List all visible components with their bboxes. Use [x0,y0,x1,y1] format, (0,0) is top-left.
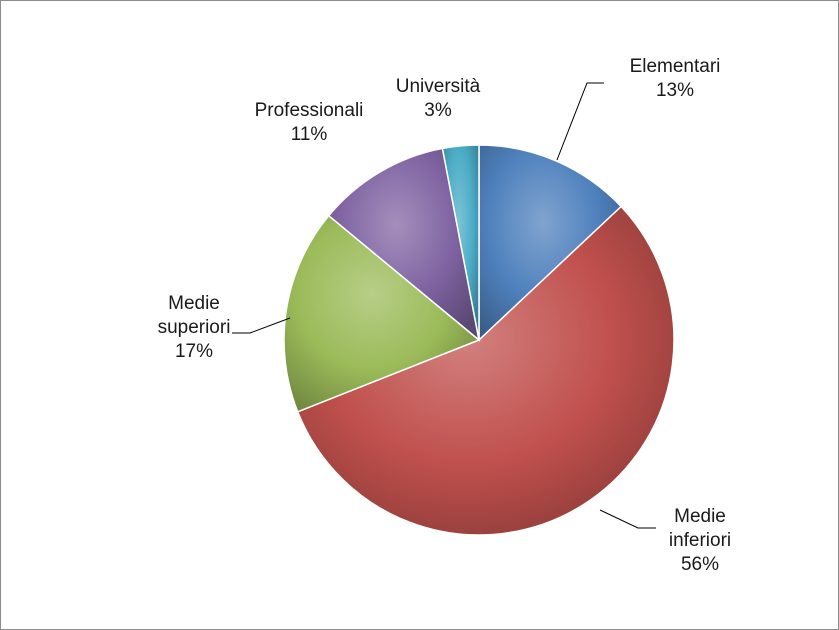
pie-slices [283,144,675,536]
pie-slice-medie-superiori [283,214,481,413]
leader-line [232,317,291,334]
data-label-medie-superiori: Medie superiori 17% [158,293,231,362]
pie-slice-elementari [478,144,623,342]
data-label-universit-: Università 3% [396,76,481,121]
data-labels: Elementari 13% Medie inferiori 56% Medie super… [158,56,732,575]
pie-slice-medie-inferiori [296,205,675,536]
data-label-professionali: Professionali 11% [255,100,364,145]
data-label-elementari: Elementari 13% [630,56,721,101]
leader-lines [232,82,656,529]
leader-line [556,82,604,161]
pie-slice-professionali [327,147,481,342]
data-label-medie-inferiori: Medie inferiori 56% [669,506,731,575]
leader-line [599,509,656,529]
pie-slice-universit- [441,144,480,341]
